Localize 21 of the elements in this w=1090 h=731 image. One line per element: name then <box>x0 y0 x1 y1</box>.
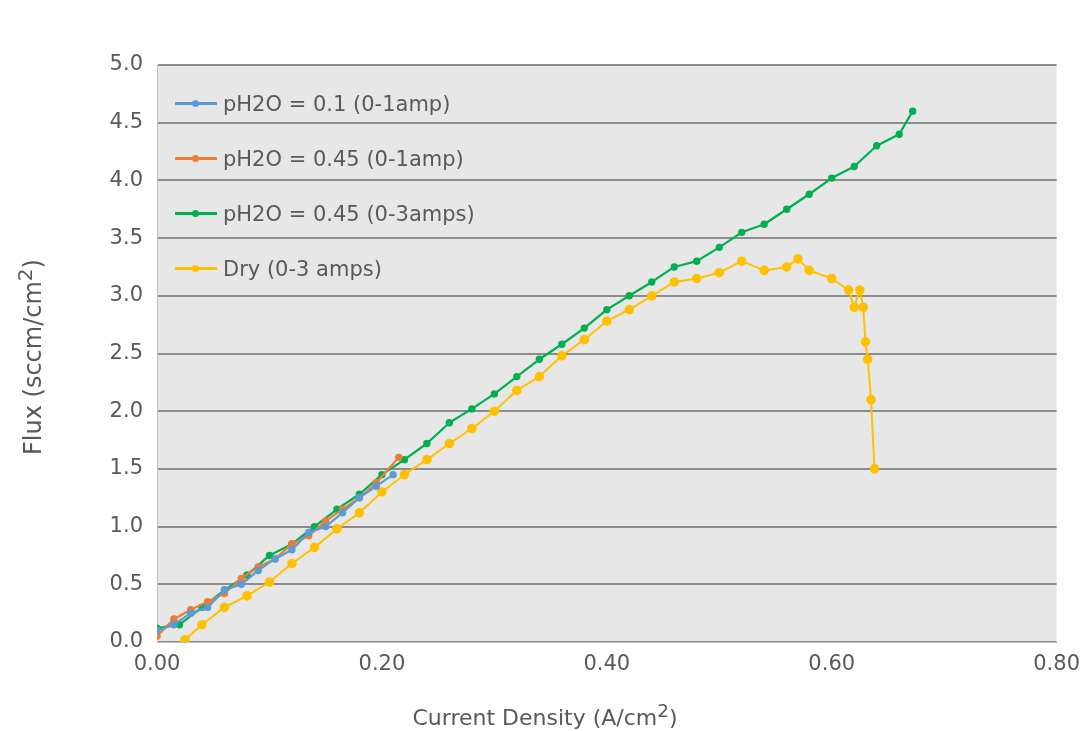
y-tick-label: 3.0 <box>109 282 143 307</box>
y-tick-label: 1.5 <box>109 455 143 480</box>
x-tick-label: 0.20 <box>358 651 406 676</box>
y-tick-label: 4.0 <box>109 166 143 191</box>
x-tick-label: 0.60 <box>808 651 856 676</box>
x-tick-label: 0.40 <box>583 651 631 676</box>
y-tick-label: 1.0 <box>109 513 143 538</box>
y-tick-label: 4.5 <box>109 109 143 134</box>
x-tick-label: 0.80 <box>1033 651 1080 676</box>
y-tick-label: 2.0 <box>109 397 143 422</box>
y-tick-label: 2.5 <box>109 339 143 364</box>
x-axis-title: Current Density (A/cm$^{2}$) <box>411 700 679 731</box>
x-tick-label: 0.00 <box>133 651 181 676</box>
y-tick-label: 5.0 <box>109 51 143 76</box>
legend-label: pH2O = 0.45 (0-1amp) <box>223 146 464 171</box>
legend-label: Dry (0-3 amps) <box>223 256 382 281</box>
y-tick-label: 3.5 <box>109 224 143 249</box>
y-tick-label: 0.5 <box>109 570 143 595</box>
legend-label: pH2O = 0.45 (0-3amps) <box>223 201 475 226</box>
legend-label: pH2O = 0.1 (0-1amp) <box>223 91 451 116</box>
y-tick-label: 0.0 <box>109 628 143 653</box>
